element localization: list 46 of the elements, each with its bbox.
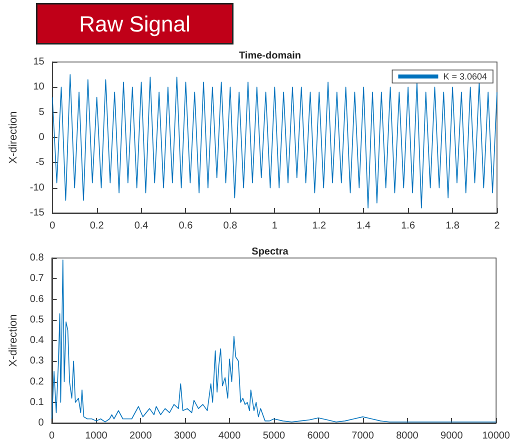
x-tick-label: 2000 — [130, 430, 152, 442]
y-tick-label: 0.8 — [30, 252, 44, 264]
y-tick-label: 0 — [38, 418, 44, 428]
y-tick-label: -10 — [30, 182, 45, 194]
y-tick-label: 0.5 — [30, 314, 44, 326]
y-tick-label: 5 — [38, 106, 45, 118]
x-tick-label: 0.4 — [134, 220, 149, 232]
text: Raw Signal — [79, 11, 190, 36]
x-tick-label: 10000 — [482, 430, 510, 442]
y-tick-label: 10 — [33, 82, 45, 93]
x-tick-label: 9000 — [440, 430, 464, 442]
x-tick-label: 1.4 — [356, 220, 371, 232]
y-tick-label: -15 — [30, 208, 45, 218]
x-tick-label: 8000 — [396, 430, 419, 442]
x-tick-label: 0.6 — [178, 220, 194, 232]
y-tick-label: 0.1 — [30, 396, 44, 408]
y-tick-label: 0.2 — [30, 376, 44, 388]
y-axis-title: X-direction — [8, 111, 20, 164]
x-tick-label: 1 — [272, 220, 278, 232]
x-tick-label: 0 — [49, 430, 56, 442]
y-tick-label: 0.6 — [30, 294, 44, 305]
x-tick-label: 5000 — [262, 430, 286, 442]
y-tick-label: 0.4 — [30, 335, 44, 346]
line-series — [52, 74, 498, 208]
x-tick-label: 1.8 — [446, 220, 460, 232]
x-tick-label: 0.2 — [90, 220, 104, 232]
y-tick-label: 0 — [38, 132, 45, 143]
x-tick-label: 6000 — [307, 430, 330, 442]
x-tick-label: 3000 — [174, 430, 197, 442]
x-tick-label: 0 — [50, 220, 56, 232]
x-tick-label: 1.6 — [401, 220, 416, 232]
x-tick-label: 7000 — [352, 430, 374, 442]
x-tick-label: 2 — [494, 220, 500, 232]
x-tick-label: 1.2 — [312, 220, 327, 232]
y-axis-title: X-direction — [8, 314, 20, 367]
x-tick-label: 4000 — [218, 430, 242, 442]
x-tick-label: 0.8 — [223, 220, 238, 232]
legend-label: K = 3.0604 — [443, 72, 488, 82]
x-tick-label: 1000 — [85, 430, 108, 442]
chart-title: Time-domain — [238, 50, 302, 62]
chart-title: Spectra — [252, 246, 289, 258]
y-tick-label: 0.7 — [30, 273, 44, 284]
line-series — [51, 260, 496, 422]
y-tick-label: 0.3 — [30, 356, 44, 367]
y-tick-label: 15 — [33, 56, 45, 68]
y-tick-label: -5 — [35, 157, 45, 168]
